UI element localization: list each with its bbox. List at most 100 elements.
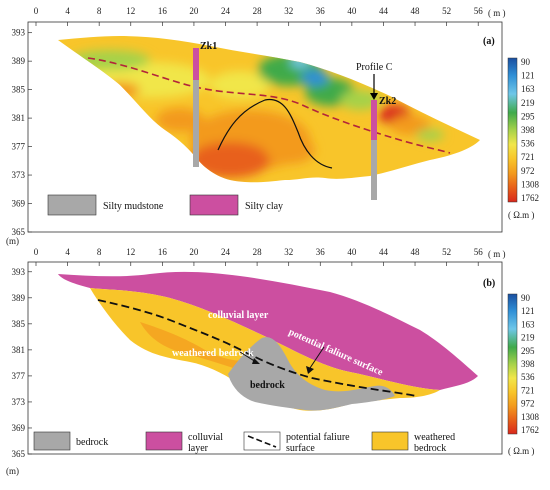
y-tick-label: 381 [12,345,26,355]
y-tick-label: 373 [12,170,26,180]
x-tick-label: 52 [442,6,451,16]
panel-a-frame [27,21,503,233]
x-tick-label: 48 [411,6,421,16]
x-tick-label: 24 [221,6,231,16]
y-tick-label: 373 [12,397,26,407]
potential-failure-surface-line [97,299,417,397]
borehole-zk2-silty-mudstone [371,140,377,200]
panel-b-x-axis: 0 4 8 12 16 20 24 28 32 36 40 44 48 52 56 [34,247,483,266]
borehole-zk2-label: Zk2 [379,96,396,107]
colorbar-tick-label: 1762 [521,193,539,203]
panel-a-y-axis: 393 389 385 381 377 373 369 365 [12,28,32,237]
colorbar-tick-label: 398 [521,125,535,135]
y-tick-label: 393 [12,267,26,277]
y-tick-label: 369 [12,423,26,433]
legend-label-colluvial: colluvial [188,432,223,443]
label-colluvial-layer: colluvial layer [208,310,269,321]
x-tick-label: 8 [97,247,102,257]
y-tick-label: 385 [12,85,26,95]
colorbar-tick-label: 219 [521,98,535,108]
x-tick-label: 52 [442,247,451,257]
colorbar-tick-label: 536 [521,139,535,149]
y-tick-label: 377 [12,371,26,381]
colorbar-tick-label: 163 [521,84,535,94]
colorbar-tick-label: 972 [521,166,535,176]
profile-c-marker: Profile C [356,62,393,100]
x-tick-label: 24 [221,247,231,257]
panel-b-x-unit: ( m ) [488,249,506,259]
profile-c-arrow-head-icon [370,93,378,100]
colorbar-tick-label: 972 [521,399,535,409]
label-weathered-bedrock: weathered bedrock [172,348,254,359]
legend-label-weathered: weathered [414,432,455,443]
panel-b-frame [27,261,503,455]
x-tick-label: 36 [316,247,326,257]
colorbar-tick-label: 163 [521,319,535,329]
legend-failure-surface-dash [247,435,277,448]
colorbar-tick-label: 398 [521,359,535,369]
x-tick-label: 32 [284,6,293,16]
legend-swatch-colluvial-layer [145,431,183,451]
panel-a-resistivity-section: Zk1 Zk2 Profile C [58,36,480,200]
y-tick-label: 389 [12,56,26,66]
colorbar-tick-label: 295 [521,346,535,356]
x-tick-label: 44 [379,6,389,16]
colorbar-a-unit: ( Ω.m ) [508,210,534,220]
colorbar-tick-label: 219 [521,333,535,343]
y-tick-label: 389 [12,293,26,303]
borehole-zk1-silty-clay [193,48,199,80]
y-tick-label: 365 [12,227,26,237]
legend-swatch-silty-clay [189,194,239,216]
panel-a-x-unit: ( m ) [488,8,506,18]
panel-b-colorbar: 90 121 163 219 295 398 536 721 972 1308 1762 ( Ω.m… [507,293,540,456]
x-tick-label: 0 [34,247,39,257]
panel-b-legend: bedrock colluvial layer potential faliur… [33,431,455,454]
y-tick-label: 385 [12,319,26,329]
colorbar-a-ramp [507,57,518,203]
panel-a-label: (a) [483,36,495,47]
x-tick-label: 16 [158,247,168,257]
panel-b-y-unit: (m) [6,466,19,476]
borehole-zk1-silty-mudstone [193,80,199,167]
x-tick-label: 0 [34,6,39,16]
colorbar-tick-label: 721 [521,152,535,162]
weathered-bedrock-pointer-head-icon [252,358,260,364]
colorbar-tick-label: 90 [521,293,531,303]
panel-a: 0 4 8 12 16 20 24 28 32 36 40 44 48 52 56 393389385381… [6,6,540,246]
x-tick-label: 36 [316,6,326,16]
legend-swatch-silty-mudstone [47,194,97,216]
x-tick-label: 4 [65,247,70,257]
bedrock-boundary-line [217,99,333,169]
x-tick-label: 40 [347,6,357,16]
resistivity-blobs [70,50,444,178]
borehole-zk1: Zk1 [193,41,217,167]
x-tick-label: 48 [411,247,421,257]
profile-c-label: Profile C [356,62,393,73]
colorbar-tick-label: 1308 [521,412,540,422]
failure-surface-pointer-head-icon [306,366,314,374]
legend-label-silty-mudstone: Silty mudstone [103,201,164,212]
legend-swatch-bedrock [33,431,71,451]
legend-swatch-weathered-bedrock [371,431,409,451]
colorbar-tick-label: 295 [521,111,535,121]
panel-b-label: (b) [483,278,495,289]
legend-label-silty-clay: Silty clay [245,201,283,212]
x-tick-label: 8 [97,6,102,16]
x-tick-label: 28 [253,247,263,257]
panel-b-geologic-section: colluvial layer potential faliure surfac… [58,271,478,411]
failure-surface-pointer [309,346,325,369]
legend-label-bedrock: bedrock [76,437,108,448]
colorbar-tick-label: 90 [521,57,531,67]
borehole-zk2-silty-clay [371,100,377,140]
x-tick-label: 20 [189,6,199,16]
colorbar-b-ramp [507,293,518,435]
colluvial-layer-region [58,271,478,390]
x-tick-label: 20 [189,247,199,257]
y-tick-label: 381 [12,113,26,123]
label-bedrock: bedrock [250,380,285,391]
colorbar-tick-label: 121 [521,71,535,81]
y-tick-label: 369 [12,199,26,209]
colorbar-tick-label: 721 [521,385,535,395]
colorbar-tick-label: 1308 [521,179,540,189]
